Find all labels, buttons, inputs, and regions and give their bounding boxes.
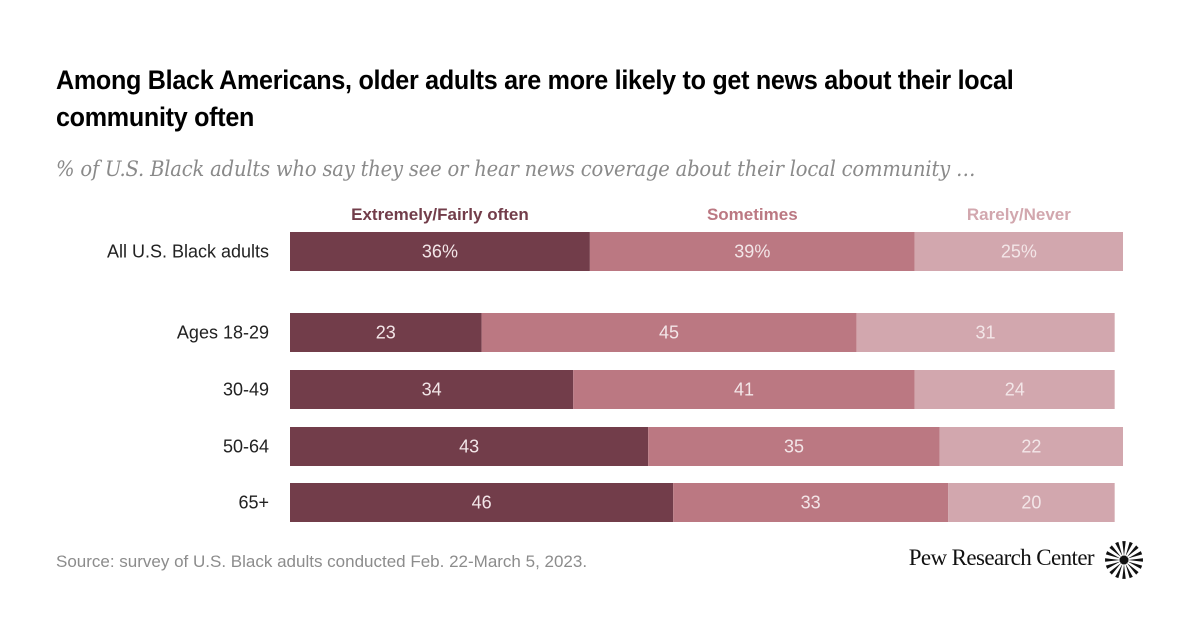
logo-ray [1126, 545, 1139, 558]
value-label: 45 [659, 323, 679, 343]
category-label: 65+ [238, 493, 269, 513]
bar-segment-extremely-fairly-often [290, 427, 649, 466]
bar-segment-sometimes [673, 483, 949, 522]
value-label: 33 [801, 493, 821, 513]
value-label: 36% [422, 242, 458, 262]
logo-ray [1109, 562, 1122, 575]
logo-ray [1105, 561, 1121, 569]
logo-ray [1115, 541, 1123, 557]
value-label: 23 [376, 323, 396, 343]
pew-sunburst-icon [1105, 541, 1143, 579]
value-label: 43 [459, 437, 479, 457]
value-label: 35 [784, 437, 804, 457]
bar-segment-sometimes [481, 313, 857, 352]
stacked-bar-chart: Extremely/Fairly often Sometimes Rarely/Ne… [107, 205, 1123, 522]
category-label: Ages 18-29 [177, 323, 269, 343]
value-label: 46 [472, 493, 492, 513]
logo-ray [1122, 564, 1126, 579]
bar-segment-rarely-never [948, 483, 1115, 522]
legend-sometimes: Sometimes [707, 205, 798, 224]
logo-ray [1127, 561, 1143, 569]
bar-segment-sometimes [648, 427, 940, 466]
bar-segment-extremely-fairly-often [290, 370, 574, 409]
logo-ray [1115, 563, 1123, 579]
chart-title: Among Black Americans, older adults are … [56, 65, 1014, 132]
logo-ray [1109, 545, 1122, 558]
bar-segment-sometimes [589, 232, 915, 271]
bar-segment-rarely-never [939, 427, 1123, 466]
logo-ray [1122, 541, 1126, 556]
value-label: 20 [1021, 493, 1041, 513]
legend-extremely-fairly-often: Extremely/Fairly often [351, 205, 529, 224]
value-label: 24 [1005, 380, 1025, 400]
value-label: 41 [734, 380, 754, 400]
value-label: 39% [734, 242, 770, 262]
category-label: All U.S. Black adults [107, 242, 269, 262]
bar-segment-rarely-never [914, 232, 1123, 271]
logo-ray [1125, 563, 1133, 579]
value-label: 25% [1001, 242, 1037, 262]
bar-segment-rarely-never [914, 370, 1115, 409]
bar-segment-extremely-fairly-often [290, 483, 674, 522]
bar-segment-extremely-fairly-often [290, 313, 482, 352]
logo-center [1119, 555, 1129, 565]
source-note: Source: survey of U.S. Black adults cond… [56, 552, 588, 571]
category-label: 30-49 [223, 380, 269, 400]
logo-ray [1125, 541, 1133, 557]
legend-rarely-never: Rarely/Never [967, 205, 1071, 224]
value-label: 22 [1021, 437, 1041, 457]
value-label: 34 [422, 380, 442, 400]
bar-segment-sometimes [573, 370, 915, 409]
category-label: 50-64 [223, 437, 269, 457]
logo-ray [1126, 562, 1139, 575]
value-label: 31 [976, 323, 996, 343]
logo-ray [1128, 558, 1143, 562]
logo-ray [1105, 558, 1120, 562]
bar-segment-rarely-never [856, 313, 1115, 352]
logo-ray [1105, 551, 1121, 559]
bar-segment-extremely-fairly-often [290, 232, 590, 271]
brand-name: Pew Research Center [908, 545, 1095, 570]
chart-subtitle: % of U.S. Black adults who say they see … [56, 157, 976, 181]
logo-ray [1127, 551, 1143, 559]
